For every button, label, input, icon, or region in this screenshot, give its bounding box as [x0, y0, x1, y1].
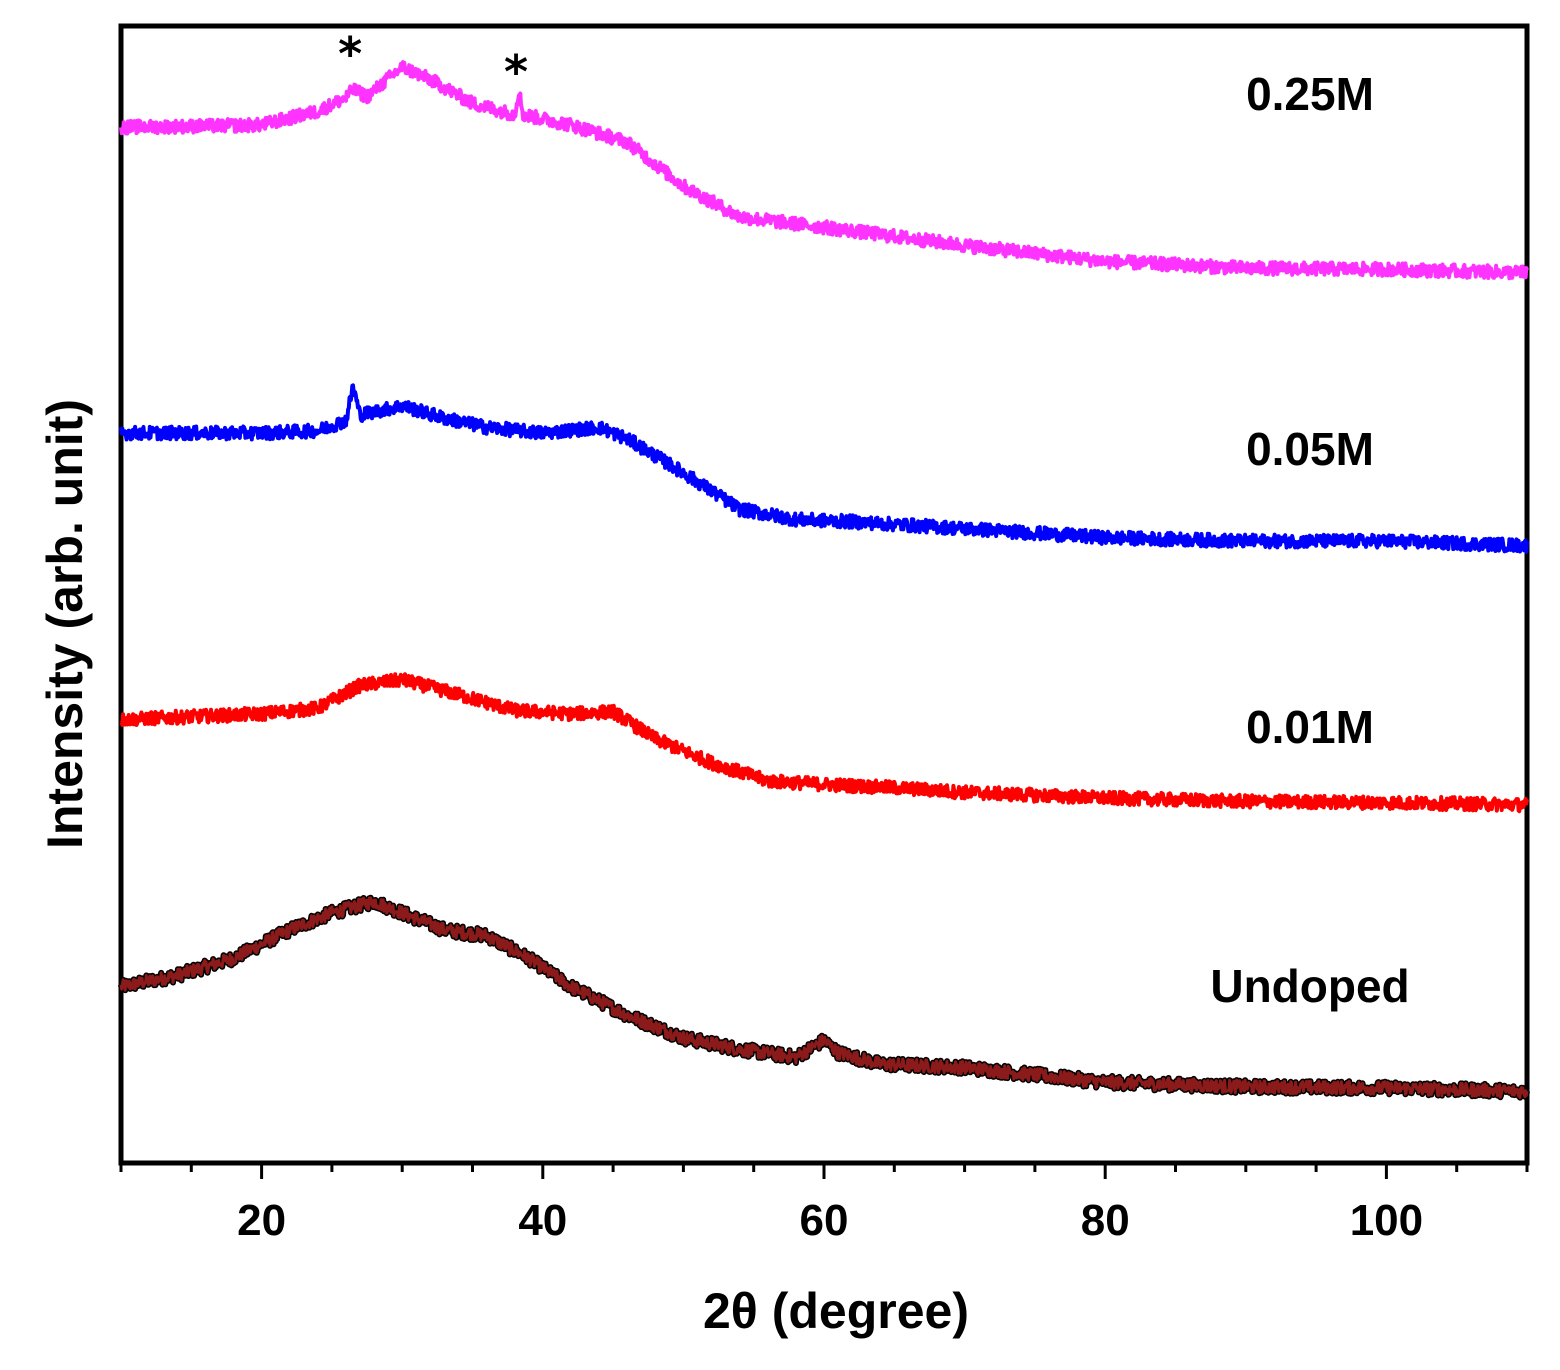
series-line-0: [119, 896, 1529, 1100]
peak-marker: *: [338, 27, 362, 81]
series-line-2: [119, 383, 1529, 554]
x-tick-label: 40: [518, 1196, 567, 1245]
x-tick-label: 80: [1081, 1196, 1130, 1245]
x-tick-label: 20: [237, 1196, 286, 1245]
series-group: [118, 60, 1530, 1101]
y-axis-title: Intensity (arb. unit): [37, 399, 93, 849]
series-line-3: [119, 60, 1529, 281]
series-label: 0.05M: [1246, 423, 1374, 475]
x-axis-ticks: [119, 1163, 1529, 1179]
series-label: 0.01M: [1246, 701, 1374, 753]
x-tick-label: 100: [1350, 1196, 1423, 1245]
x-tick-label: 60: [800, 1196, 849, 1245]
series-label: 0.25M: [1246, 68, 1374, 120]
x-axis-title: 2θ (degree): [703, 1283, 969, 1339]
series-line-1: [119, 672, 1529, 814]
x-axis-tick-labels: 20 40 60 80 100: [237, 1196, 1423, 1245]
annotations: * *: [338, 27, 528, 99]
series-label: Undoped: [1210, 960, 1409, 1012]
series-labels: Undoped 0.01M 0.05M 0.25M: [1210, 68, 1409, 1012]
peak-marker: *: [504, 45, 528, 99]
